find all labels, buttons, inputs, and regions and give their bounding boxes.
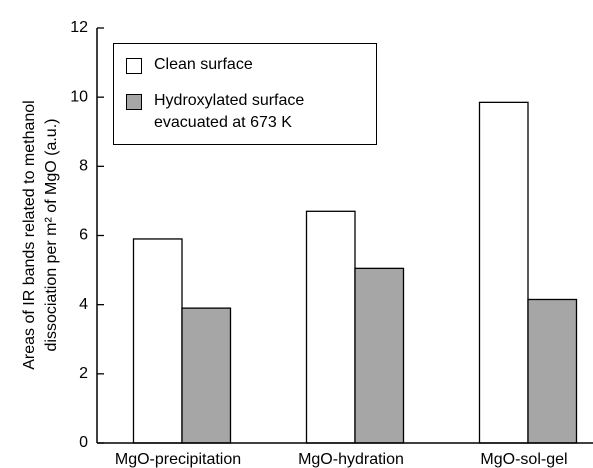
legend-item: Clean surface [126,56,354,76]
legend-swatch [126,58,142,74]
legend-swatch [126,94,142,110]
bar [305,210,356,444]
y-tick-label: 10 [70,88,88,105]
x-tick-label: MgO-sol-gel [480,451,567,468]
bar [527,298,578,444]
y-axis-label: dissociation per m² of MgO (a.u.) [43,119,60,352]
y-tick-label: 0 [79,434,88,451]
y-tick-label: 12 [70,19,88,36]
bar [181,307,232,444]
x-tick-label: MgO-hydration [298,451,404,468]
bar [354,267,405,444]
legend-label: Clean surface [154,56,253,73]
y-tick-label: 8 [79,158,88,175]
legend-item: Hydroxylated surface evacuated at 673 K [126,92,354,134]
bar [478,101,529,444]
bar [132,238,183,444]
y-tick-label: 6 [79,227,88,244]
y-tick-label: 2 [79,365,88,382]
y-tick-label: 4 [79,296,88,313]
x-tick-label: MgO-precipitation [115,451,241,468]
legend: Clean surface Hydroxylated surface evacua… [113,43,377,145]
y-axis-label: Areas of IR bands related to methanol [21,100,38,370]
legend-label: Hydroxylated surface evacuated at 673 K [154,92,305,131]
